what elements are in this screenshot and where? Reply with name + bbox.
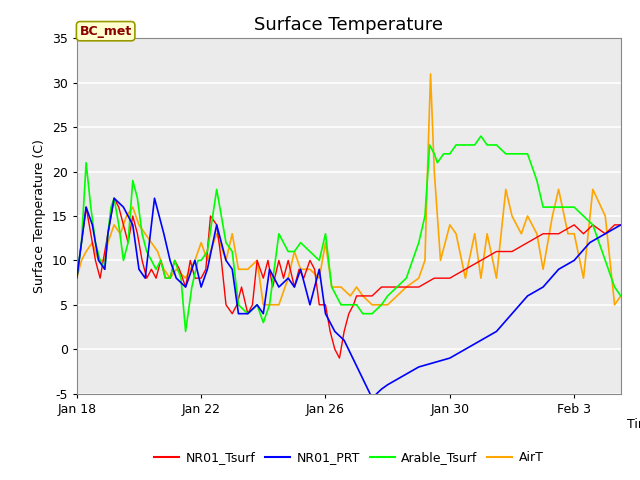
Title: Surface Temperature: Surface Temperature bbox=[254, 16, 444, 34]
X-axis label: Time: Time bbox=[627, 419, 640, 432]
Legend: NR01_Tsurf, NR01_PRT, Arable_Tsurf, AirT: NR01_Tsurf, NR01_PRT, Arable_Tsurf, AirT bbox=[149, 446, 548, 469]
Text: BC_met: BC_met bbox=[79, 24, 132, 38]
Y-axis label: Surface Temperature (C): Surface Temperature (C) bbox=[33, 139, 46, 293]
